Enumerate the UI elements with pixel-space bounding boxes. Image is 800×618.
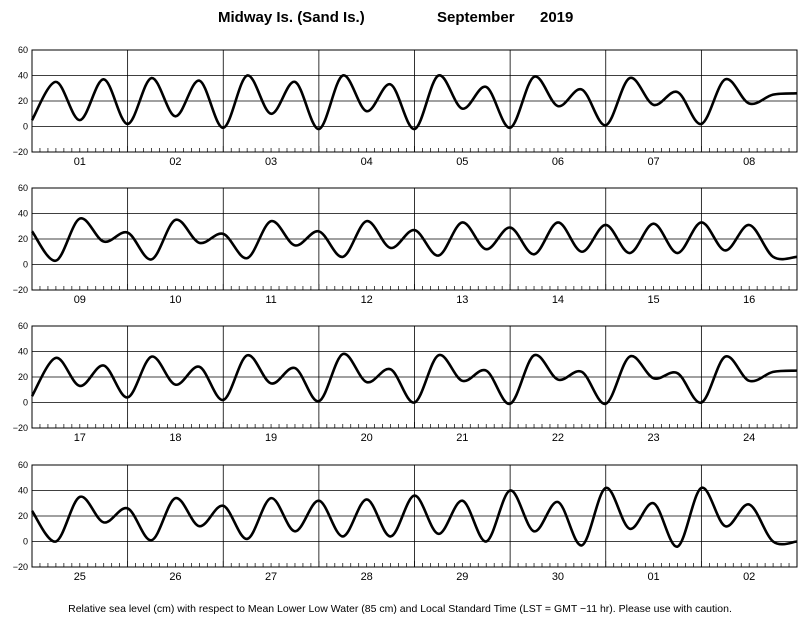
day-label: 03 — [265, 156, 277, 168]
y-tick-label: 60 — [18, 321, 28, 331]
y-tick-label: 20 — [18, 372, 28, 382]
day-label: 17 — [74, 432, 86, 444]
day-label: 26 — [169, 571, 181, 583]
y-tick-label: 20 — [18, 511, 28, 521]
day-label: 15 — [647, 294, 659, 306]
y-tick-label: 40 — [18, 71, 28, 81]
day-label: 10 — [169, 294, 181, 306]
day-label: 01 — [647, 571, 659, 583]
chart-footnote: Relative sea level (cm) with respect to … — [68, 603, 732, 615]
y-tick-label: 60 — [18, 460, 28, 470]
day-label: 06 — [552, 156, 564, 168]
y-tick-label: 0 — [23, 122, 28, 132]
day-label: 11 — [265, 294, 276, 306]
y-tick-label: 40 — [18, 209, 28, 219]
day-label: 27 — [265, 571, 277, 583]
panel-4: −20 0 20 40 60 25 26 27 28 29 30 01 02 — [13, 460, 798, 583]
day-label: 08 — [743, 156, 755, 168]
y-tick-label: 0 — [23, 398, 28, 408]
day-label: 02 — [169, 156, 181, 168]
day-label: 24 — [743, 432, 755, 444]
chart-title-month: September — [437, 9, 515, 26]
day-label: 23 — [647, 432, 659, 444]
chart-title-year: 2019 — [540, 9, 573, 26]
day-label: 12 — [361, 294, 373, 306]
day-label: 20 — [361, 432, 373, 444]
day-label: 04 — [361, 156, 373, 168]
tide-line — [30, 217, 798, 262]
y-tick-label: 60 — [18, 45, 28, 55]
y-tick-label: 0 — [23, 260, 28, 270]
day-label: 16 — [743, 294, 755, 306]
day-label: 29 — [456, 571, 468, 583]
day-label: 01 — [74, 156, 86, 168]
day-label: 19 — [265, 432, 277, 444]
y-tick-label: 0 — [23, 537, 28, 547]
panel-2: −20 0 20 40 60 09 10 11 12 13 14 15 16 — [13, 183, 798, 306]
y-tick-label: −20 — [13, 423, 28, 433]
tide-line — [30, 352, 798, 406]
chart-title-station: Midway Is. (Sand Is.) — [218, 9, 365, 26]
panel-1: −20 0 20 40 60 01 02 03 04 05 06 07 08 — [13, 45, 798, 168]
day-label: 22 — [552, 432, 564, 444]
y-tick-label: −20 — [13, 147, 28, 157]
day-label: 30 — [552, 571, 564, 583]
day-label: 21 — [456, 432, 468, 444]
tide-line — [30, 486, 798, 548]
day-label: 13 — [456, 294, 468, 306]
day-label: 09 — [74, 294, 86, 306]
day-label: 05 — [456, 156, 468, 168]
y-tick-label: 40 — [18, 347, 28, 357]
day-label: 14 — [552, 294, 564, 306]
tide-line — [30, 74, 798, 131]
day-label: 25 — [74, 571, 86, 583]
y-tick-label: 40 — [18, 486, 28, 496]
y-tick-label: 60 — [18, 183, 28, 193]
day-label: 02 — [743, 571, 755, 583]
day-label: 18 — [169, 432, 181, 444]
y-tick-label: 20 — [18, 234, 28, 244]
day-label: 07 — [647, 156, 659, 168]
y-tick-label: 20 — [18, 96, 28, 106]
panel-3: −20 0 20 40 60 17 18 19 20 21 22 23 24 — [13, 321, 798, 444]
y-tick-label: −20 — [13, 285, 28, 295]
day-label: 28 — [361, 571, 373, 583]
y-tick-label: −20 — [13, 562, 28, 572]
